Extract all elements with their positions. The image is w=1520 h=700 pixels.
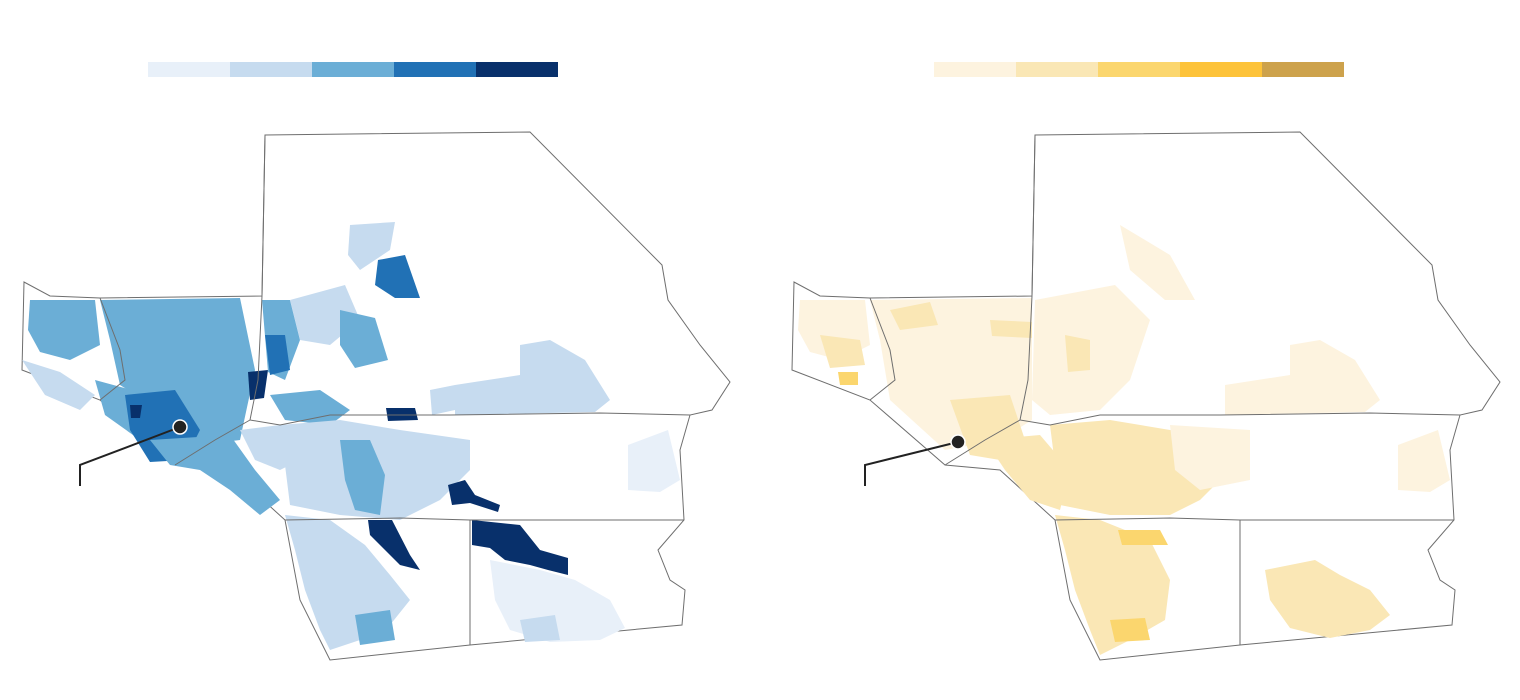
- region-fill: [22, 360, 95, 410]
- region-fill: [368, 520, 420, 570]
- legend-swatch-1: [934, 62, 1016, 77]
- choropleth-fills: [22, 222, 680, 650]
- region-fill: [355, 610, 395, 645]
- region-fill: [520, 615, 560, 642]
- choropleth-fills: [798, 225, 1450, 655]
- region-fill: [100, 298, 255, 445]
- choropleth-map-gold: [791, 131, 1501, 661]
- legend-swatch-5: [476, 62, 558, 77]
- region-fill: [248, 370, 268, 400]
- region-fill: [270, 390, 350, 425]
- region-fill: [400, 440, 445, 490]
- legend-swatch-3: [312, 62, 394, 77]
- legend-swatch-1: [148, 62, 230, 77]
- choropleth-map-blue: [21, 131, 731, 661]
- region-fill: [375, 255, 420, 298]
- region-fill: [455, 340, 610, 415]
- legend-gold-scale: [934, 62, 1344, 77]
- callout-leader-line: [864, 441, 959, 486]
- region-fill: [985, 435, 1070, 510]
- legend-blue-scale: [148, 62, 558, 77]
- legend-swatch-3: [1098, 62, 1180, 77]
- county-borders: [869, 134, 1461, 645]
- region-fill: [340, 310, 388, 368]
- region-fill: [1110, 618, 1150, 642]
- legend-swatch-2: [230, 62, 312, 77]
- region-fill: [838, 372, 858, 385]
- region-fill: [1118, 530, 1168, 545]
- legend-swatch-2: [1016, 62, 1098, 77]
- region-fill: [1120, 225, 1195, 300]
- region-fill: [348, 222, 395, 270]
- region-fill: [890, 302, 938, 330]
- region-fill: [990, 320, 1032, 338]
- region-outline: [791, 131, 1501, 661]
- region-fill: [1065, 335, 1090, 372]
- region-fill: [628, 430, 680, 492]
- region-fill: [130, 405, 142, 418]
- callout-leader-line: [79, 426, 181, 486]
- region-fill: [1225, 340, 1380, 415]
- legend-swatch-5: [1262, 62, 1344, 77]
- county-borders: [99, 134, 691, 645]
- region-fill: [1265, 560, 1390, 638]
- region-fill: [265, 335, 290, 375]
- region-fill: [448, 480, 500, 512]
- region-fill: [340, 440, 385, 515]
- region-fill: [150, 435, 280, 515]
- region-fill: [1398, 430, 1450, 492]
- location-marker: [950, 434, 966, 450]
- legend-swatch-4: [1180, 62, 1262, 77]
- region-fill: [430, 385, 455, 415]
- region-fill: [820, 335, 865, 368]
- region-fill: [472, 520, 568, 575]
- legend-swatch-4: [394, 62, 476, 77]
- region-fill: [1032, 285, 1150, 415]
- location-marker: [172, 419, 188, 435]
- region-fill: [1170, 425, 1250, 490]
- region-fill: [28, 300, 100, 360]
